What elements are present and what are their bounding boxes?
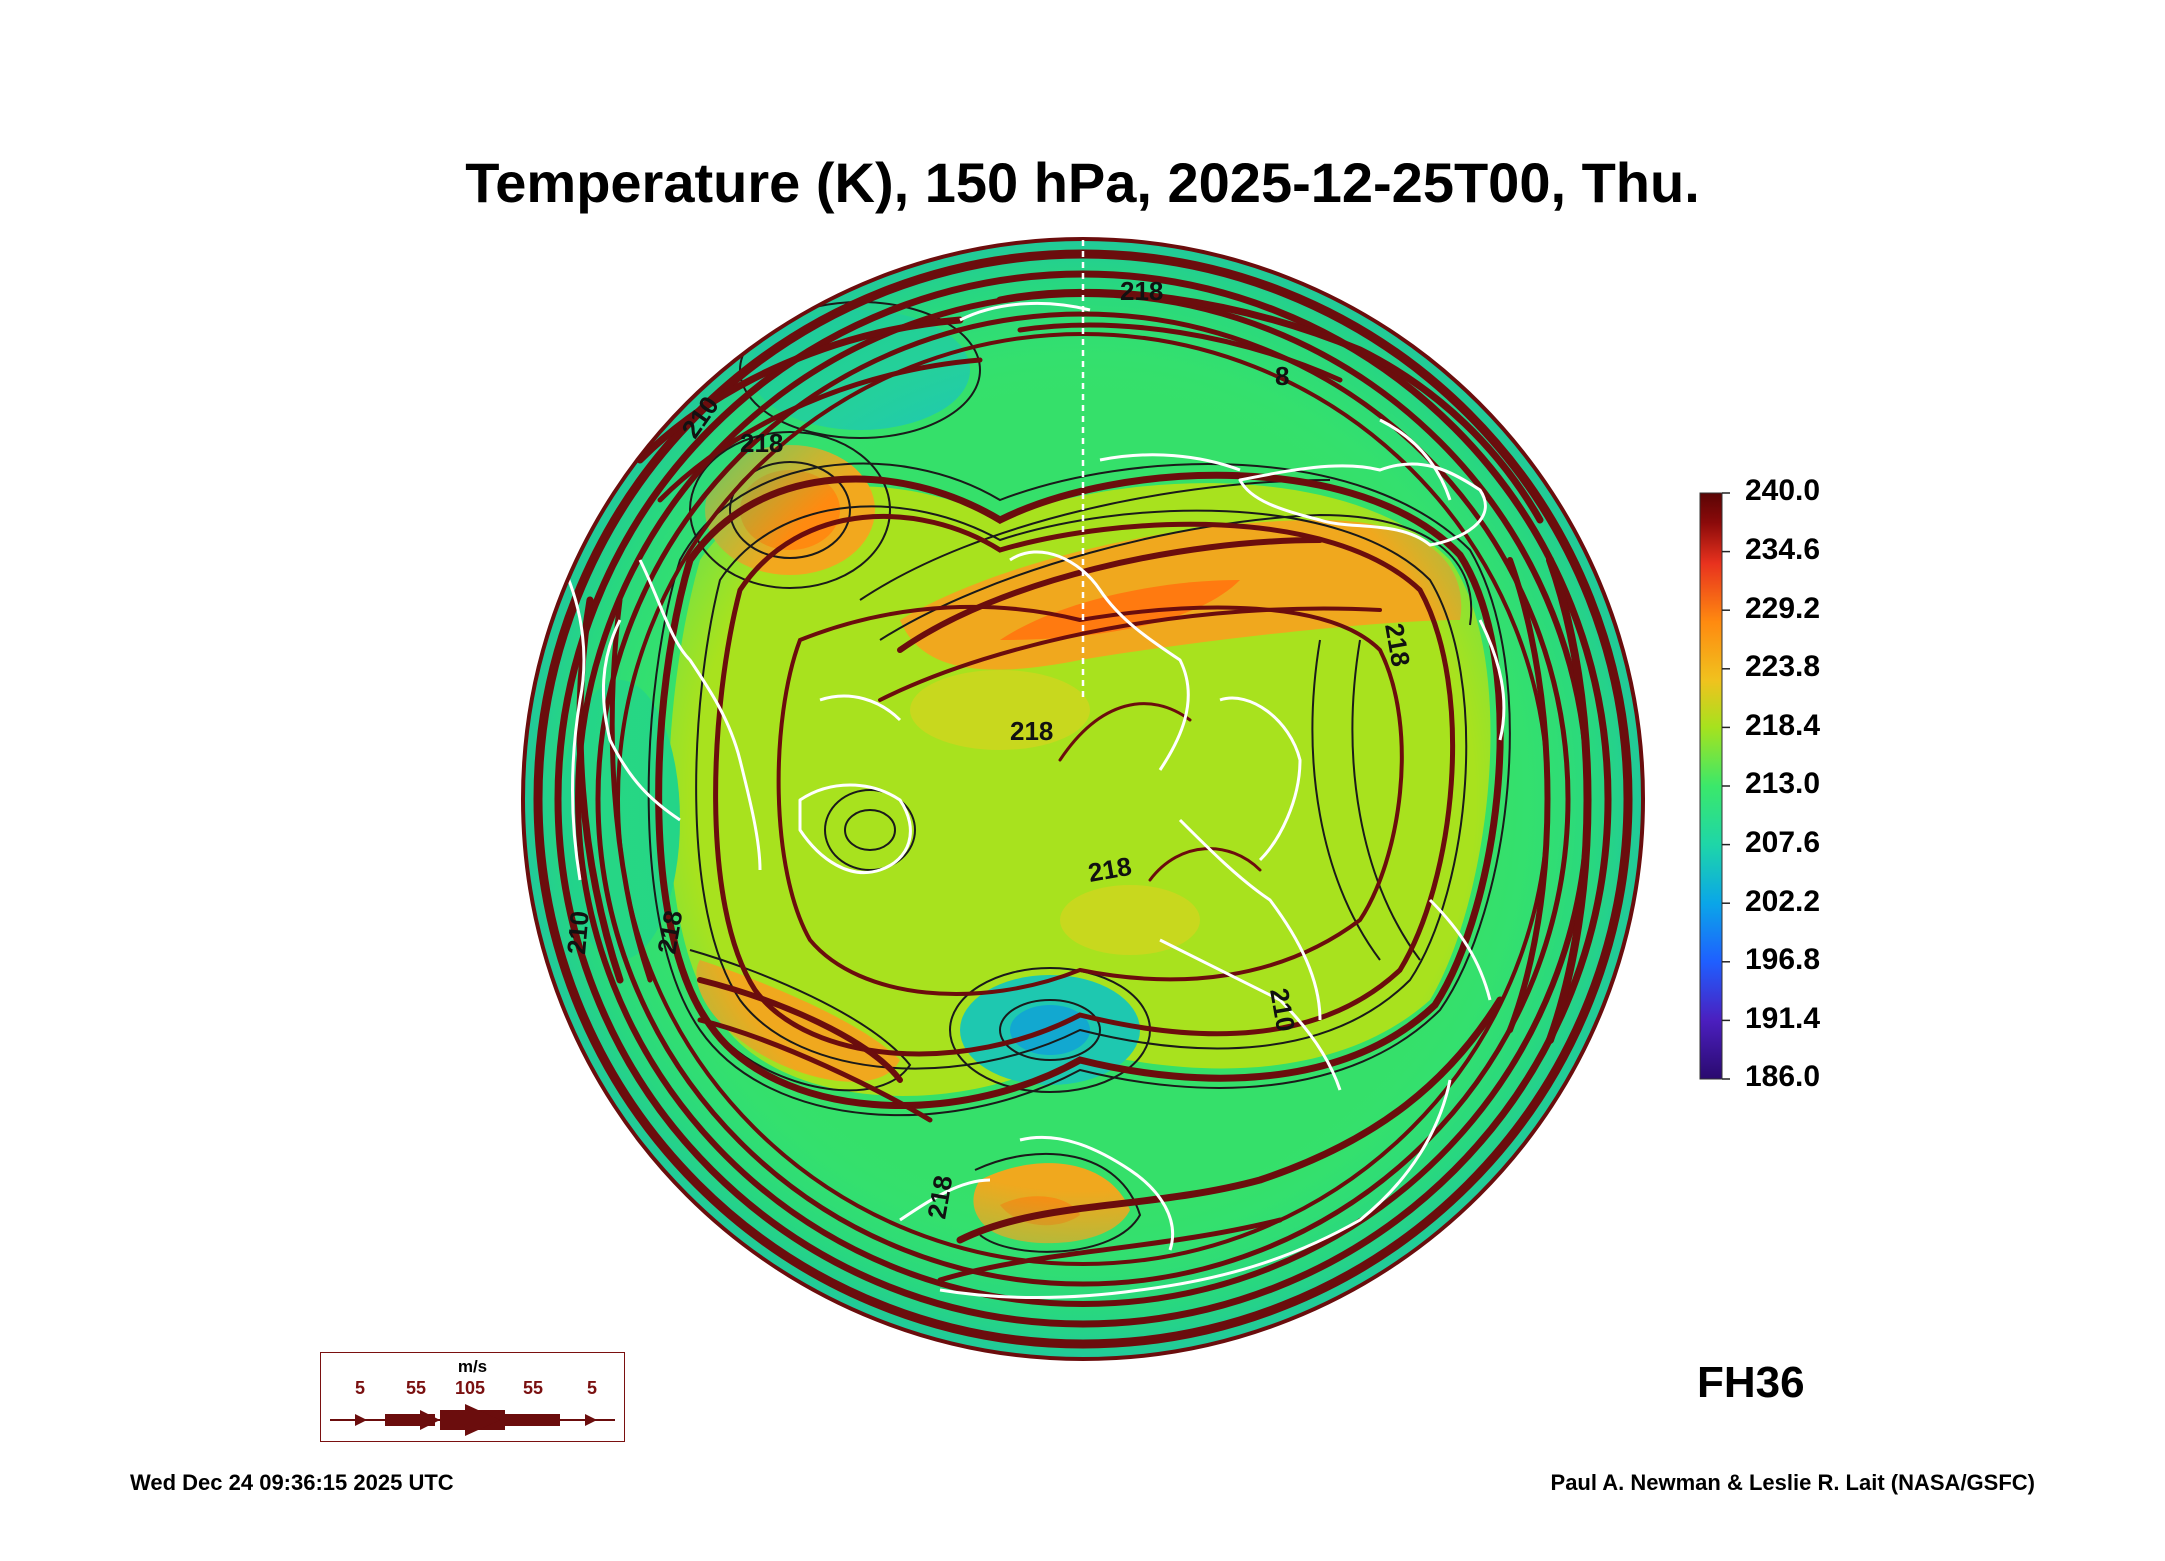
colorbar-label: 229.2 <box>1745 592 1821 625</box>
wind-key-arrow <box>330 1404 615 1436</box>
map-title: Temperature (K), 150 hPa, 2025-12-25T00,… <box>465 151 1700 214</box>
contour-label: 218 <box>1379 621 1416 669</box>
colorbar-label: 223.8 <box>1745 650 1821 683</box>
author-credit: Paul A. Newman & Leslie R. Lait (NASA/GS… <box>1550 1470 2035 1495</box>
colorbar-label: 202.2 <box>1745 885 1821 918</box>
contour-label-group: 218 218 218 218 218 218 210 218 210 210 … <box>561 276 1416 1221</box>
contour-label: 218 <box>1120 276 1163 306</box>
wind-key-speed: 55 <box>406 1378 427 1398</box>
colorbar-label: 196.8 <box>1745 943 1821 976</box>
colorbar-label: 240.0 <box>1745 474 1821 507</box>
contour-label: 218 <box>921 1173 958 1221</box>
wind-key-speed: 55 <box>523 1378 544 1398</box>
contour-label: 8 <box>1275 361 1289 391</box>
contour-label: 210 <box>1264 986 1301 1034</box>
contour-label: 218 <box>1086 851 1134 888</box>
wind-key-speed: 5 <box>587 1378 598 1398</box>
colorbar-label: 213.0 <box>1745 767 1821 800</box>
colorbar-label: 218.4 <box>1745 709 1821 742</box>
contour-label: 218 <box>740 428 783 458</box>
wind-key-speed: 105 <box>455 1378 486 1398</box>
contour-label: 218 <box>1010 716 1053 746</box>
colorbar-label: 186.0 <box>1745 1060 1821 1093</box>
colorbar-ticks <box>1722 492 1730 1080</box>
forecast-hour-label: FH36 <box>1697 1358 1805 1407</box>
contour-label: 218 <box>651 908 688 956</box>
wind-key-unit: m/s <box>457 1357 488 1376</box>
contour-label: 210 <box>561 910 595 956</box>
colorbar-gradient <box>1699 492 1723 1080</box>
wind-speed-key: m/s 5 55 105 55 5 <box>320 1352 625 1442</box>
colorbar-label: 207.6 <box>1745 826 1821 859</box>
colorbar-label: 191.4 <box>1745 1002 1821 1035</box>
wind-key-speed: 5 <box>355 1378 366 1398</box>
colorbar-label: 234.6 <box>1745 533 1821 566</box>
generation-timestamp: Wed Dec 24 09:36:15 2025 UTC <box>130 1470 454 1495</box>
map-boundary <box>521 237 1645 1361</box>
temperature-field <box>523 239 1643 1359</box>
coastlines <box>558 301 1506 1299</box>
